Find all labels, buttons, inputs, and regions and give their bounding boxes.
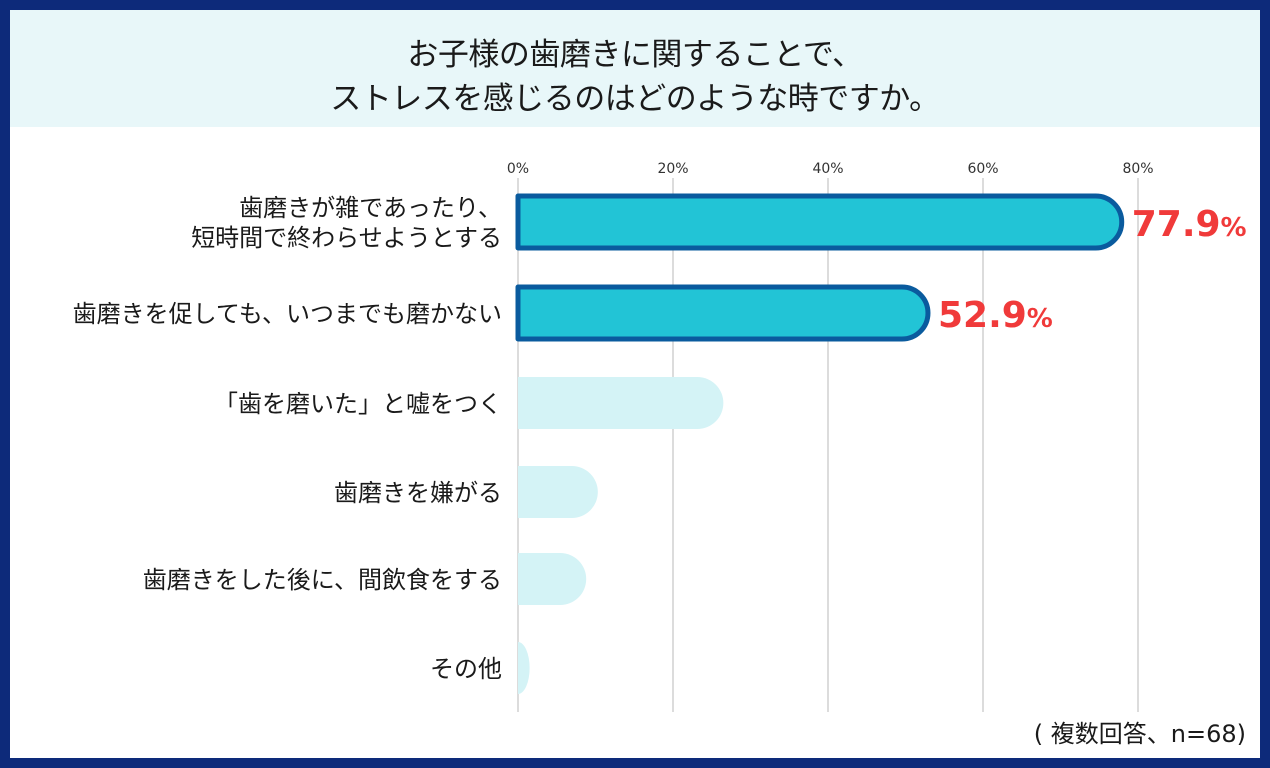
x-tick-label: 60% bbox=[967, 161, 998, 177]
data-label: 77.9% bbox=[1132, 204, 1247, 245]
category-label: 短時間で終わらせようとする bbox=[191, 224, 502, 252]
bar bbox=[518, 377, 724, 429]
x-tick-label: 40% bbox=[812, 161, 843, 177]
x-tick-label: 0% bbox=[507, 161, 529, 177]
category-label: 歯磨きが雑であったり、 bbox=[239, 194, 502, 222]
title-band: お子様の歯磨きに関することで、 ストレスを感じるのはどのような時ですか。 bbox=[10, 10, 1260, 127]
bar bbox=[518, 553, 587, 605]
category-label: 歯磨きを嫌がる bbox=[334, 479, 502, 507]
bar bbox=[518, 642, 530, 694]
category-label: 歯磨きをした後に、間飲食をする bbox=[143, 566, 502, 594]
chart-title-line-1: お子様の歯磨きに関することで、 bbox=[407, 37, 863, 73]
bar bbox=[518, 466, 598, 518]
data-label: 52.9% bbox=[938, 295, 1053, 336]
category-label: 歯磨きを促しても、いつまでも磨かない bbox=[73, 300, 502, 328]
x-tick-label: 80% bbox=[1122, 161, 1153, 177]
sample-note: ( 複数回答、n=68) bbox=[1033, 720, 1246, 748]
category-label: 「歯を磨いた」と嘘をつく bbox=[214, 390, 502, 418]
bar bbox=[515, 193, 1125, 251]
category-label: その他 bbox=[430, 655, 502, 683]
chart-title-line-2: ストレスを感じるのはどのような時ですか。 bbox=[330, 81, 940, 117]
x-tick-label: 20% bbox=[657, 161, 688, 177]
bar bbox=[515, 284, 931, 342]
